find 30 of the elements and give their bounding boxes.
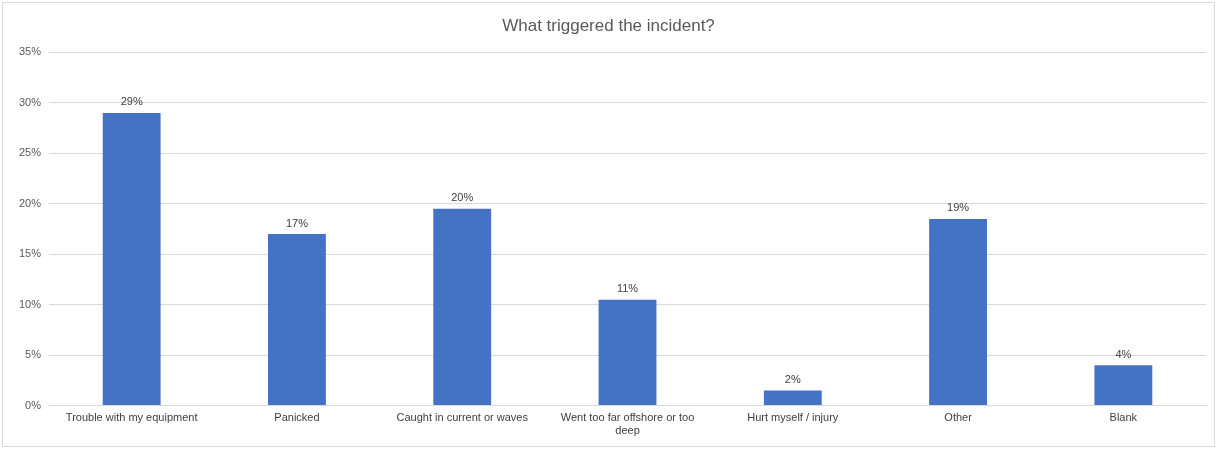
bar (1094, 365, 1153, 406)
y-tick-label: 25% (18, 146, 42, 159)
x-tick-label: Panicked (274, 411, 320, 424)
data-label: 4% (1115, 347, 1132, 360)
data-label: 20% (451, 191, 474, 204)
chart-title: What triggered the incident? (502, 15, 715, 35)
data-label: 11% (616, 282, 639, 295)
bar (763, 390, 822, 406)
data-label: 29% (120, 95, 143, 108)
bar (433, 208, 492, 406)
bar (929, 218, 987, 406)
y-tick-label: 5% (25, 348, 42, 361)
y-tick-label: 0% (25, 398, 42, 411)
y-tick-label: 20% (18, 196, 42, 209)
x-tick-label: Trouble with my equipment (65, 411, 198, 424)
data-label: 19% (947, 201, 970, 214)
bar (268, 234, 326, 406)
x-tick-label: Caught in current or waves (396, 411, 529, 424)
x-tick-label: Other (944, 411, 973, 424)
y-tick-label: 30% (18, 95, 42, 108)
bar (598, 299, 657, 406)
data-label: 2% (784, 372, 801, 385)
x-tick-label: Blank (1109, 411, 1138, 424)
x-tick-label: Hurt myself / injury (747, 411, 839, 424)
y-tick-label: 10% (18, 297, 42, 310)
y-tick-label: 15% (18, 247, 42, 260)
y-tick-label: 35% (18, 45, 42, 58)
x-tick-label: Went too far offshore or too deep (560, 411, 695, 437)
data-label: 17% (285, 216, 309, 229)
bar (102, 112, 161, 406)
